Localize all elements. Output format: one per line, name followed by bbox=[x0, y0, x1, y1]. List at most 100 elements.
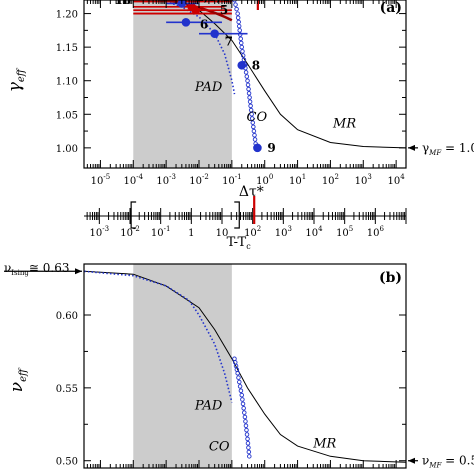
curve-CO-marker bbox=[243, 423, 249, 428]
panel-b-references: νIsing≅ 0.63 νMF = 0.5 bbox=[4, 261, 474, 470]
curve-CO-marker bbox=[242, 414, 248, 420]
y-tick-label: 1.00 bbox=[56, 144, 78, 155]
panel-a-x-ticks: 10-5 10-4 10-3 10-2 10-1 100 101 102 103 104 bbox=[86, 0, 405, 187]
panel-a-shaded-region bbox=[133, 0, 232, 168]
panel-a-y-ticks: 1.00 1.05 1.10 1.15 1.20 bbox=[56, 10, 406, 155]
curve-CO-marker bbox=[246, 449, 252, 455]
curve-CO-marker bbox=[234, 6, 239, 12]
curve-CO-marker bbox=[236, 23, 242, 29]
curve-CO-marker bbox=[251, 128, 257, 134]
x-tick-label: 102 bbox=[322, 173, 339, 187]
x-tick-label: 100 bbox=[256, 173, 273, 187]
tt-tick-label: 10 bbox=[216, 228, 229, 239]
tt-title: T-Tc bbox=[227, 235, 252, 251]
curve-CO-marker bbox=[235, 11, 240, 16]
tt-tick-label: 10-2 bbox=[120, 225, 140, 239]
curve-CO-marker bbox=[241, 57, 247, 62]
curve-CO-marker bbox=[245, 82, 251, 88]
data-point-label: 6 bbox=[200, 17, 208, 31]
curve-CO-marker bbox=[249, 116, 255, 121]
y-tick-label: 0.55 bbox=[56, 384, 78, 395]
data-point-label: 9 bbox=[267, 141, 275, 155]
panel-b-curves: PAD CO MR bbox=[84, 270, 407, 463]
data-point bbox=[237, 60, 247, 70]
panel-b-frame bbox=[83, 263, 407, 469]
curve-CO-marker bbox=[246, 86, 251, 92]
panel-a-points: 1b 2,3,456 7 8 9 bbox=[114, 0, 276, 155]
curve-CO-marker bbox=[233, 2, 238, 7]
curve-label-mr: MR bbox=[332, 117, 356, 132]
curve-CO-marker bbox=[238, 40, 244, 46]
curve-CO-marker bbox=[243, 70, 249, 75]
curve-label-pad: PAD bbox=[194, 399, 223, 414]
data-point-label: 8 bbox=[252, 58, 260, 72]
curve-CO-marker bbox=[248, 107, 254, 113]
panel-a-ylabel: γeff bbox=[5, 67, 27, 92]
panel-b-shaded-region bbox=[133, 264, 232, 468]
curve-CO-marker bbox=[240, 401, 246, 407]
curve-CO-marker bbox=[240, 49, 245, 54]
data-point-label: 5 bbox=[220, 3, 228, 17]
ref-nu-mf-arrowhead bbox=[408, 457, 415, 464]
curve-CO-marker bbox=[251, 124, 256, 130]
panel-b-label: (b) bbox=[379, 270, 402, 286]
x-tick-label: 101 bbox=[289, 173, 306, 187]
x-tick-label: 10-5 bbox=[91, 173, 111, 187]
data-point bbox=[210, 29, 219, 39]
curve-CO-marker bbox=[247, 99, 253, 104]
curve-label-co: CO bbox=[209, 440, 230, 455]
curve-MR bbox=[84, 270, 407, 463]
curve-PAD bbox=[149, 0, 236, 95]
delta-tau-label: Δτ* bbox=[239, 184, 264, 200]
panel-b-ylabel: νeff bbox=[7, 367, 29, 392]
curve-CO-marker bbox=[244, 74, 250, 79]
curve-CO-marker bbox=[247, 95, 252, 100]
curve-CO-marker bbox=[248, 103, 253, 109]
ref-nu-mf-text: νMF = 0.5 bbox=[422, 454, 474, 470]
data-point-label: 1b bbox=[114, 0, 131, 7]
panel-a-label: (a) bbox=[380, 0, 402, 16]
curve-CO-marker bbox=[237, 32, 243, 37]
tt-tick-label: 105 bbox=[336, 225, 353, 239]
curve-CO-marker bbox=[246, 445, 251, 450]
curve-CO-marker bbox=[243, 419, 248, 424]
curve-CO-marker bbox=[245, 436, 250, 442]
curve-CO-marker bbox=[245, 78, 250, 83]
data-point-label: 2,3,4 bbox=[196, 0, 229, 4]
curve-CO-marker bbox=[236, 19, 241, 25]
tt-tick-label: 1 bbox=[188, 228, 194, 239]
panel-b-x-ticks bbox=[86, 460, 397, 468]
y-tick-label: 1.15 bbox=[56, 43, 78, 54]
tt-tick-label: 10-3 bbox=[90, 225, 110, 239]
y-tick-label: 1.10 bbox=[56, 77, 78, 88]
curve-CO-marker bbox=[245, 440, 251, 446]
panel-a-gamma-mf-reference: γMF = 1.0 bbox=[408, 141, 474, 157]
curve-CO-marker bbox=[250, 120, 256, 125]
data-point bbox=[181, 18, 191, 27]
curve-CO-marker bbox=[244, 432, 250, 437]
x-tick-label: 10-1 bbox=[222, 173, 242, 187]
data-point bbox=[253, 143, 262, 153]
curve-PAD bbox=[84, 270, 233, 403]
bracket-right bbox=[234, 201, 240, 229]
tt-tick-label: 10-1 bbox=[151, 225, 171, 239]
panel-a-frame bbox=[83, 0, 407, 169]
curve-CO-marker bbox=[240, 53, 246, 58]
panel-b-y-ticks: 0.50 0.55 0.60 bbox=[56, 311, 406, 468]
curve-CO-marker bbox=[247, 454, 252, 459]
curve-CO-marker bbox=[238, 36, 243, 42]
x-tick-label: 10-4 bbox=[124, 173, 144, 187]
curve-CO-marker bbox=[244, 427, 249, 433]
panel-a: PAD CO MR 1b 2,3,456 7 8 9 1.00 1.05 1.10 1.15 1.2… bbox=[5, 0, 474, 187]
curve-CO-marker bbox=[235, 371, 240, 376]
panel-b: PAD CO MR 0.50 0.55 0.60 (b) νeff νIsing≅ 0.… bbox=[4, 261, 474, 470]
ref-nu-ising-text: νIsing≅ 0.63 bbox=[4, 261, 69, 277]
curve-CO-marker bbox=[237, 379, 242, 385]
curve-CO-marker bbox=[236, 375, 241, 380]
y-tick-label: 0.60 bbox=[56, 311, 78, 322]
x-tick-label: 10-3 bbox=[156, 173, 176, 187]
curve-CO-marker bbox=[252, 133, 257, 138]
y-tick-label: 0.50 bbox=[56, 457, 78, 468]
curve-CO-marker bbox=[237, 28, 242, 33]
